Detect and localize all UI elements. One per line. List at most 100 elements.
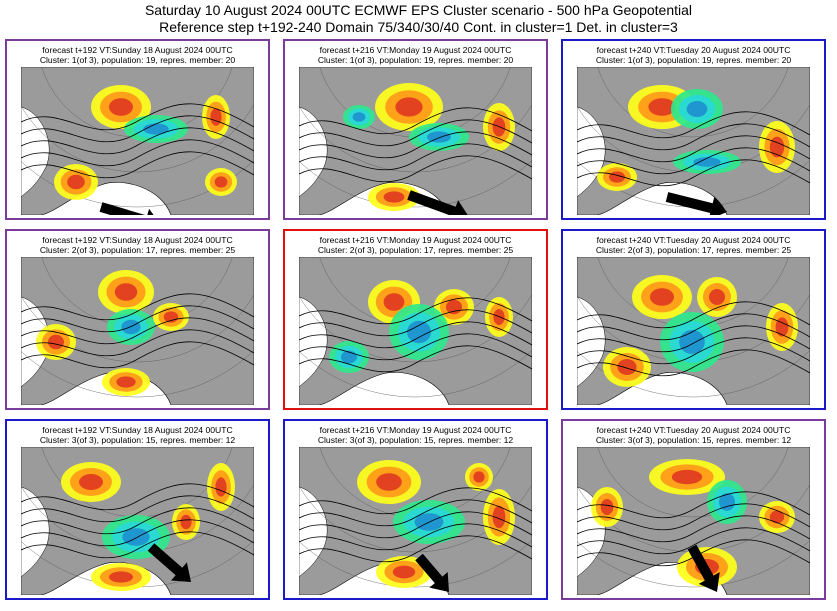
contour-line <box>577 325 810 353</box>
contour-line <box>21 329 254 357</box>
contour-line <box>21 519 254 547</box>
ridge-anomaly <box>79 474 103 490</box>
trough-anomaly <box>719 493 735 511</box>
ridge-anomaly <box>215 477 227 497</box>
contour-line <box>299 535 532 563</box>
direction-arrow <box>687 544 720 592</box>
page-title: Saturday 10 August 2024 00UTC ECMWF EPS … <box>144 2 693 18</box>
greenland-outline <box>21 486 50 578</box>
geopotential-map <box>299 447 532 595</box>
latitude-circle <box>299 350 532 398</box>
panel-cluster-label: Cluster: 1(of 3), population: 19, repres… <box>317 55 514 65</box>
ridge-anomaly <box>383 191 405 203</box>
contour-line <box>299 345 532 373</box>
contour-line <box>299 321 532 349</box>
contour-line <box>21 495 254 523</box>
contour-line <box>577 159 810 187</box>
contour-line <box>577 313 810 341</box>
map-panel-cluster2-t216[interactable]: forecast t+216 VT:Monday 19 August 2024 … <box>283 229 548 410</box>
ridge-anomaly <box>671 469 703 485</box>
contour-line <box>299 499 532 527</box>
panel-cluster-label: Cluster: 3(of 3), population: 15, repres… <box>595 435 792 445</box>
panel-forecast-label: forecast t+216 VT:Monday 19 August 2024 … <box>319 45 512 55</box>
latitude-circle <box>577 540 810 588</box>
geopotential-map <box>577 447 810 595</box>
trough-anomaly <box>693 157 721 167</box>
latitude-circle <box>299 160 532 208</box>
map-panel-cluster2-t240[interactable]: forecast t+240 VT:Tuesday 20 August 2024… <box>561 229 826 410</box>
ridge-anomaly <box>709 289 725 305</box>
direction-arrow <box>665 192 727 215</box>
ridge-anomaly <box>446 299 462 315</box>
ridge-anomaly <box>395 97 423 117</box>
panel-forecast-label: forecast t+192 VT:Sunday 18 August 2024 … <box>42 235 233 245</box>
ridge-anomaly <box>214 176 228 188</box>
direction-arrow <box>147 543 191 582</box>
trough-anomaly <box>341 350 357 364</box>
geopotential-contours <box>299 107 532 183</box>
greenland-outline <box>577 296 606 388</box>
contour-line <box>299 119 532 147</box>
panel-forecast-label: forecast t+240 VT:Tuesday 20 August 2024… <box>596 235 791 245</box>
contour-line <box>577 135 810 163</box>
ridge-anomaly <box>492 505 506 529</box>
geopotential-contours <box>21 293 254 369</box>
contour-line <box>21 115 254 143</box>
ridge-anomaly <box>67 174 85 190</box>
contour-line <box>299 131 532 159</box>
contour-line <box>21 139 254 167</box>
ridge-anomaly <box>650 288 674 306</box>
geopotential-map <box>299 67 532 215</box>
ridge-anomaly <box>473 471 485 483</box>
map-panel-cluster1-t240[interactable]: forecast t+240 VT:Tuesday 20 August 2024… <box>561 39 826 220</box>
map-panel-cluster3-t192[interactable]: forecast t+192 VT:Sunday 18 August 2024 … <box>5 419 270 600</box>
panel-cluster-label: Cluster: 2(of 3), population: 17, repres… <box>595 245 792 255</box>
contour-line <box>299 523 532 551</box>
map-panel-cluster1-t192[interactable]: forecast t+192 VT:Sunday 18 August 2024 … <box>5 39 270 220</box>
geopotential-contours <box>21 103 254 179</box>
trough-anomaly <box>679 330 705 354</box>
latitude-circle <box>299 540 532 588</box>
ridge-anomaly <box>109 571 133 583</box>
ridge-anomaly <box>775 317 789 337</box>
map-panel-cluster2-t192[interactable]: forecast t+192 VT:Sunday 18 August 2024 … <box>5 229 270 410</box>
trough-anomaly <box>121 319 141 335</box>
panel-forecast-label: forecast t+216 VT:Monday 19 August 2024 … <box>319 235 512 245</box>
geopotential-contours <box>299 487 532 563</box>
map-panel-cluster1-t216[interactable]: forecast t+216 VT:Monday 19 August 2024 … <box>283 39 548 220</box>
contour-line <box>577 491 810 519</box>
latitude-circle <box>597 67 789 138</box>
ridge-anomaly <box>114 283 138 301</box>
trough-anomaly <box>122 528 150 546</box>
geopotential-contours <box>577 111 810 187</box>
ridge-anomaly <box>48 334 64 350</box>
map-panel-cluster3-t240[interactable]: forecast t+240 VT:Tuesday 20 August 2024… <box>561 419 826 600</box>
panel-cluster-label: Cluster: 2(of 3), population: 17, repres… <box>39 245 236 255</box>
panel-forecast-label: forecast t+192 VT:Sunday 18 August 2024 … <box>42 45 233 55</box>
ridge-anomaly <box>210 108 222 126</box>
contour-line <box>577 515 810 543</box>
greenland-outline <box>299 106 328 198</box>
latitude-circle <box>577 350 810 398</box>
contour-line <box>299 107 532 135</box>
contour-line <box>299 309 532 337</box>
map-panel-cluster3-t216[interactable]: forecast t+216 VT:Monday 19 August 2024 … <box>283 419 548 600</box>
panel-cluster-label: Cluster: 1(of 3), population: 19, repres… <box>39 55 236 65</box>
contour-line <box>299 511 532 539</box>
ridge-anomaly <box>392 565 416 579</box>
contour-line <box>21 293 254 321</box>
contour-line <box>21 531 254 559</box>
geopotential-map <box>299 257 532 405</box>
geopotential-map <box>21 67 254 215</box>
trough-anomaly <box>427 131 451 143</box>
geopotential-contours <box>577 491 810 567</box>
contour-line <box>299 155 532 183</box>
contour-line <box>21 103 254 131</box>
ridge-anomaly <box>769 510 785 524</box>
contour-line <box>21 127 254 155</box>
ridge-anomaly <box>109 98 133 116</box>
geopotential-map <box>21 257 254 405</box>
ridge-anomaly <box>648 98 676 116</box>
latitude-circle <box>299 103 532 173</box>
latitude-circle <box>21 293 254 363</box>
